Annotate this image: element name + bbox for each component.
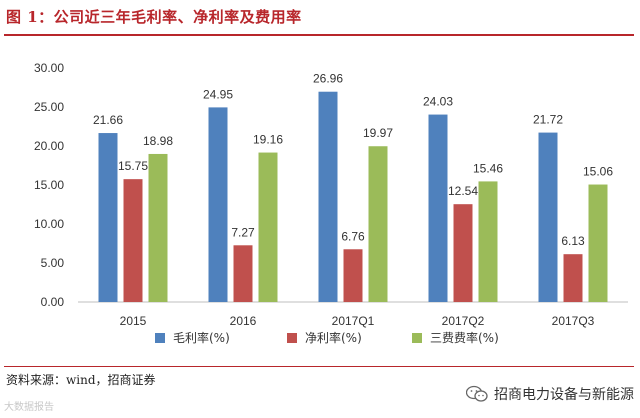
- data-label: 15.46: [473, 161, 503, 175]
- bar-gross-margin: [318, 91, 338, 302]
- legend-swatch: [287, 333, 297, 343]
- legend-label: 三费费率(%): [430, 330, 499, 345]
- title-divider: [4, 34, 634, 36]
- x-tick-label: 2015: [120, 314, 147, 328]
- bar-gross-margin: [208, 107, 228, 302]
- data-label: 6.76: [341, 229, 365, 243]
- brand-name: 招商电力设备与新能源: [494, 387, 634, 403]
- data-label: 24.95: [203, 87, 233, 101]
- data-label: 7.27: [231, 225, 255, 239]
- bar-net-margin: [563, 254, 583, 302]
- bar-net-margin: [233, 245, 253, 302]
- source-divider: [4, 366, 634, 367]
- x-tick-label: 2017Q1: [332, 314, 375, 328]
- bar-net-margin: [123, 179, 143, 302]
- data-label: 24.03: [423, 95, 453, 109]
- data-label: 21.66: [93, 113, 123, 127]
- x-tick-label: 2016: [230, 314, 257, 328]
- data-label: 19.16: [253, 133, 283, 147]
- y-tick-label: 15.00: [34, 178, 64, 192]
- legend-swatch: [412, 333, 422, 343]
- bar-net-margin: [343, 249, 363, 302]
- bar-gross-margin: [428, 114, 448, 302]
- data-label: 21.72: [533, 113, 563, 127]
- data-label: 6.13: [561, 234, 585, 248]
- source-note: 资料来源：wind，招商证券: [6, 373, 156, 387]
- data-label: 26.96: [313, 72, 343, 86]
- bar-expense-ratio: [258, 152, 278, 302]
- bar-chart: 0.00 5.00 10.00 15.00 20.00 25.00 30.00 21.66 15…: [34, 61, 628, 345]
- chart-title: 图 1：公司近三年毛利率、净利率及费用率: [6, 8, 302, 26]
- bar-net-margin: [453, 204, 473, 302]
- bar-expense-ratio: [148, 153, 168, 302]
- wechat-icon: [466, 385, 488, 402]
- bar-expense-ratio: [368, 146, 388, 302]
- legend-label: 毛利率(%): [173, 330, 230, 345]
- y-tick-label: 30.00: [34, 61, 64, 75]
- brand-badge: 招商电力设备与新能源: [466, 384, 634, 404]
- y-tick-label: 20.00: [34, 139, 64, 153]
- bar-gross-margin: [98, 133, 118, 302]
- data-label: 15.75: [118, 159, 148, 173]
- data-label: 19.97: [363, 126, 393, 140]
- y-tick-label: 5.00: [41, 256, 65, 270]
- y-tick-label: 10.00: [34, 217, 64, 231]
- bar-gross-margin: [538, 132, 558, 302]
- bar-expense-ratio: [588, 184, 608, 302]
- data-label: 12.54: [448, 184, 478, 198]
- y-tick-label: 0.00: [41, 295, 65, 309]
- data-label: 15.06: [583, 165, 613, 179]
- x-tick-label: 2017Q2: [442, 314, 485, 328]
- bar-expense-ratio: [478, 181, 498, 302]
- data-label: 18.98: [143, 134, 173, 148]
- watermark: 大数据报告: [4, 402, 54, 413]
- y-tick-label: 25.00: [34, 100, 64, 114]
- legend-swatch: [155, 333, 165, 343]
- x-tick-label: 2017Q3: [552, 314, 595, 328]
- legend-label: 净利率(%): [305, 330, 362, 345]
